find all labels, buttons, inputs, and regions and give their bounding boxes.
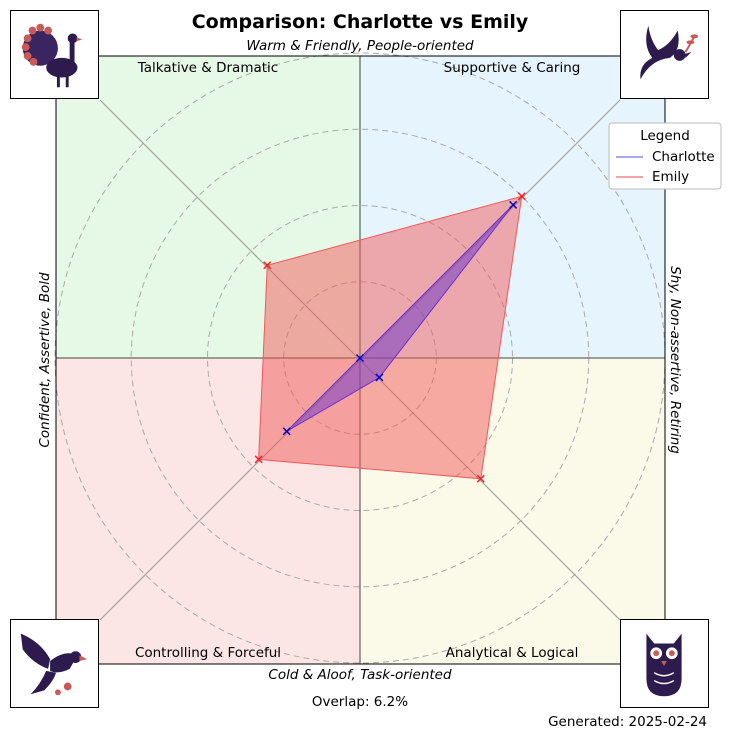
legend-label-emily: Emily [652, 169, 689, 185]
generated-label: Generated: 2025-02-24 [548, 714, 707, 730]
legend-title: Legend [640, 128, 690, 144]
data-point-charlotte [355, 353, 365, 363]
data-point-charlotte [282, 427, 291, 436]
eagle-icon [20, 633, 88, 696]
plot-frame [55, 55, 666, 665]
peacock-icon [21, 23, 83, 88]
chart-title: Comparison: Charlotte vs Emily [192, 11, 529, 33]
quadrant-label-talkative-dramatic: Talkative & Dramatic [137, 60, 278, 76]
owl-icon-box [620, 619, 709, 708]
eagle-icon-box [10, 619, 99, 708]
legend-label-charlotte: Charlotte [652, 149, 715, 165]
dove-icon [640, 25, 699, 80]
owl-icon [646, 633, 682, 697]
data-point-charlotte [375, 373, 384, 382]
overlap-label: Overlap: 6.2% [312, 694, 408, 710]
dove-icon-box [620, 10, 709, 99]
data-point-emily [517, 192, 526, 201]
axis-label-left: Confident, Assertive, Bold [37, 272, 53, 448]
data-point-emily [476, 474, 485, 483]
legend: Legend Charlotte Emily [608, 122, 722, 190]
legend-box [608, 122, 722, 190]
data-point-emily [263, 261, 272, 270]
series-layer [254, 192, 526, 483]
axis-label-right: Shy, Non-assertive, Retiring [667, 266, 683, 454]
data-point-emily [254, 455, 263, 464]
axis-label-bottom: Cold & Aloof, Task-oriented [268, 667, 452, 683]
quadrant-label-analytical-logical: Analytical & Logical [446, 645, 579, 661]
quadrant-label-supportive-caring: Supportive & Caring [444, 60, 581, 76]
data-point-charlotte [509, 200, 518, 209]
peacock-icon-box [10, 10, 99, 99]
axis-label-top: Warm & Friendly, People-oriented [246, 38, 474, 54]
quadrant-label-controlling-forceful: Controlling & Forceful [135, 645, 281, 661]
